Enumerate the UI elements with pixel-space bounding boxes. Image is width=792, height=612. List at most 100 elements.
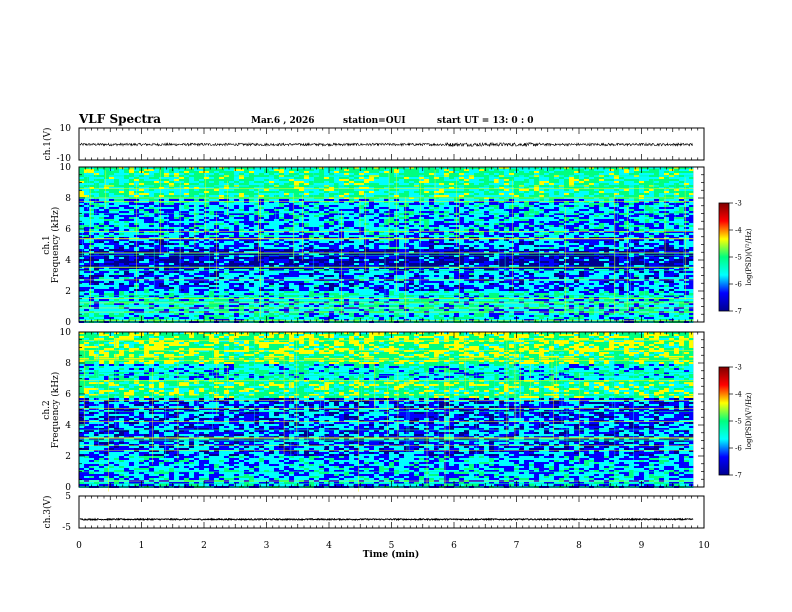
spectrogram-cell xyxy=(399,173,404,175)
spectrogram-cell xyxy=(524,193,529,195)
spectrogram-cell xyxy=(634,205,639,207)
spectrogram-cell xyxy=(399,225,404,227)
spectrogram-cell xyxy=(269,183,274,185)
spectrogram-cell xyxy=(469,213,474,215)
spectrogram-cell xyxy=(479,177,484,179)
spectrogram-cell xyxy=(144,213,149,215)
figure-title: VLF Spectra xyxy=(78,112,161,126)
spectrogram-cell xyxy=(469,219,474,221)
spectrogram-cell xyxy=(284,229,289,231)
spectrogram-cell xyxy=(629,229,634,231)
spectrogram-cell xyxy=(554,201,559,203)
spectrogram-cell xyxy=(689,215,694,217)
spectrogram-cell xyxy=(119,181,124,183)
spectrogram-cell xyxy=(189,233,194,235)
spectrogram-cell xyxy=(164,191,169,193)
spectrogram-cell xyxy=(634,179,639,181)
spectrogram-cell xyxy=(479,201,484,203)
spectrogram-cell xyxy=(569,233,574,235)
spectrogram-cell xyxy=(219,183,224,185)
spectrogram-cell xyxy=(299,239,304,241)
spectrogram-cell xyxy=(234,247,239,249)
spectrogram-cell xyxy=(549,215,554,217)
spectrogram-cell xyxy=(419,189,424,191)
spectrogram-cell xyxy=(494,199,499,201)
spectrogram-cell xyxy=(674,243,679,245)
spectrogram-cell xyxy=(204,205,209,207)
spectrogram-cell xyxy=(414,173,419,175)
spectrogram-cell xyxy=(679,223,684,225)
spectrogram-cell xyxy=(329,169,334,171)
spectrogram-cell xyxy=(114,243,119,245)
spectrogram-cell xyxy=(384,231,389,233)
spectrogram-cell xyxy=(459,203,464,205)
spectrogram-cell xyxy=(414,239,419,241)
spectrogram-cell xyxy=(639,183,644,185)
spectrogram-cell xyxy=(674,191,679,193)
spectrogram-cell xyxy=(594,179,599,181)
spectrogram-cell xyxy=(269,239,274,241)
spectrogram-cell xyxy=(304,193,309,195)
spectrogram-cell xyxy=(439,193,444,195)
spectrogram-cell xyxy=(144,211,149,213)
spectrogram-cell xyxy=(214,181,219,183)
spectrogram-cell xyxy=(444,169,449,171)
spectrogram-cell xyxy=(664,181,669,183)
spectrogram-cell xyxy=(609,221,614,223)
spectrogram-cell xyxy=(514,207,519,209)
spectrogram-cell xyxy=(269,229,274,231)
spectrogram-cell xyxy=(689,235,694,237)
spectrogram-cell xyxy=(369,233,374,235)
spectrogram-cell xyxy=(319,169,324,171)
spectrogram-cell xyxy=(509,243,514,245)
spectrogram-cell xyxy=(554,241,559,243)
spectrogram-cell xyxy=(584,193,589,195)
spectrogram-cell xyxy=(374,203,379,205)
spectrogram-cell xyxy=(259,239,264,241)
spectrogram-cell xyxy=(309,195,314,197)
spectrogram-cell xyxy=(509,217,514,219)
spectrogram-cell xyxy=(189,169,194,171)
spectrogram-cell xyxy=(559,179,564,181)
spectrogram-cell xyxy=(99,173,104,175)
spectrogram-cell xyxy=(669,229,674,231)
spectrogram-cell xyxy=(129,177,134,179)
spectrogram-cell xyxy=(199,167,204,169)
spectrogram-cell xyxy=(529,239,534,241)
spectrogram-cell xyxy=(424,221,429,223)
spectrogram-cell xyxy=(649,171,654,173)
spectrogram-cell xyxy=(659,195,664,197)
spectrogram-cell xyxy=(689,221,694,223)
spectrogram-cell xyxy=(89,199,94,201)
spectrogram-cell xyxy=(354,177,359,179)
spectrogram-cell xyxy=(499,191,504,193)
spectrogram-cell xyxy=(244,167,249,169)
spectrogram-cell xyxy=(369,219,374,221)
spectrogram-cell xyxy=(469,167,474,169)
spectrogram-cell xyxy=(239,207,244,209)
spectrogram-cell xyxy=(534,213,539,215)
spectrogram-cell xyxy=(659,245,664,247)
spectrogram-cell xyxy=(364,177,369,179)
spectrogram-cell xyxy=(644,181,649,183)
spectrogram-cell xyxy=(549,169,554,171)
spectrogram-cell xyxy=(484,191,489,193)
spectrogram-cell xyxy=(409,181,414,183)
spectrogram-cell xyxy=(449,241,454,243)
spectrogram-cell xyxy=(314,201,319,203)
spectrogram-cell xyxy=(429,169,434,171)
spectrogram-cell xyxy=(274,209,279,211)
spectrogram-cell xyxy=(509,233,514,235)
spectrogram-cell xyxy=(124,183,129,185)
spectrogram-cell xyxy=(494,191,499,193)
spectrogram-cell xyxy=(204,215,209,217)
spectrogram-cell xyxy=(524,207,529,209)
spectrogram-cell xyxy=(244,239,249,241)
spectrogram-cell xyxy=(419,209,424,211)
spectrogram-cell xyxy=(94,239,99,241)
spectrogram-cell xyxy=(344,213,349,215)
spectrogram-cell xyxy=(649,219,654,221)
spectrogram-cell xyxy=(409,179,414,181)
spectrogram-cell xyxy=(244,183,249,185)
spectrogram-cell xyxy=(584,243,589,245)
